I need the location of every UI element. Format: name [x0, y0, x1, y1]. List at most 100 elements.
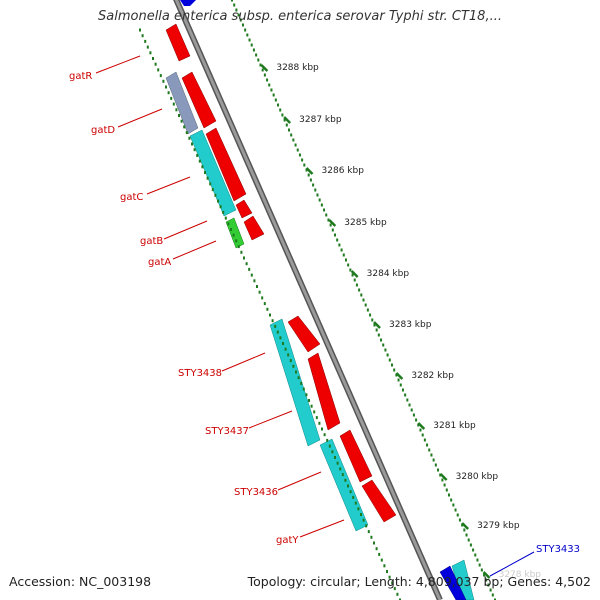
- axis-dot: [307, 173, 310, 177]
- gene-label-gatb[interactable]: gatB: [140, 236, 163, 247]
- axis-dot: [250, 43, 253, 47]
- axis-dot: [408, 403, 411, 407]
- axis-label: 3280 kbp: [456, 472, 499, 482]
- axis-dot: [478, 563, 481, 567]
- axis-dot: [463, 528, 466, 532]
- inner-dot: [193, 148, 196, 152]
- inner-dot: [352, 495, 355, 499]
- inner-dot: [198, 159, 201, 163]
- gene-label-gatd[interactable]: gatD: [91, 125, 115, 136]
- inner-dot: [323, 433, 326, 437]
- inner-dot: [185, 131, 188, 135]
- axis-dot: [261, 68, 264, 72]
- axis-dot: [480, 568, 483, 572]
- inner-dot: [386, 570, 388, 573]
- inner-dot: [183, 125, 186, 129]
- top-cut-forward-feature[interactable]: [180, 0, 196, 6]
- axis-dot: [412, 413, 415, 417]
- axis-dot: [287, 128, 290, 132]
- forward-cds-2[interactable]: [181, 71, 217, 129]
- inner-dot: [378, 552, 381, 556]
- inner-dot: [336, 461, 339, 465]
- gene-label-gaty[interactable]: gatY: [276, 535, 299, 546]
- axis-dot: [491, 593, 494, 597]
- axis-dot: [393, 368, 396, 372]
- forward-cds-4[interactable]: [235, 199, 253, 219]
- gene-label-gatc[interactable]: gatC: [120, 192, 143, 203]
- inner-dot: [201, 165, 204, 169]
- inner-dot: [214, 193, 217, 197]
- axis-label: 3284 kbp: [367, 269, 410, 279]
- axis-dot: [340, 248, 343, 252]
- inner-dot: [313, 410, 316, 414]
- forward-cds-1[interactable]: [165, 23, 191, 62]
- axis-dot: [294, 143, 297, 147]
- inner-dot: [399, 598, 401, 600]
- axis-dot: [244, 28, 247, 32]
- inner-dot: [326, 438, 329, 442]
- STY3433-feature[interactable]: [439, 565, 467, 600]
- axis-dot: [233, 3, 236, 7]
- inner-dot: [157, 68, 160, 72]
- axis-dot: [399, 383, 402, 387]
- axis-label: 3288 kbp: [276, 63, 319, 73]
- gatD-feature[interactable]: [165, 71, 199, 135]
- gene-label-gata[interactable]: gatA: [148, 257, 171, 268]
- inner-dot: [318, 421, 321, 425]
- gene-label-sty3436[interactable]: STY3436: [234, 487, 278, 498]
- forward-cds-8[interactable]: [339, 429, 373, 483]
- inner-dot: [295, 370, 297, 374]
- gene-leader-line: [489, 551, 535, 577]
- inner-dot: [159, 74, 162, 78]
- axis-dot: [419, 428, 422, 432]
- axis-major-tick: [461, 522, 470, 530]
- axis-dot: [237, 13, 240, 17]
- axis-dot: [292, 138, 295, 142]
- axis-dot: [467, 538, 470, 542]
- inner-dot: [196, 153, 199, 157]
- inner-dot: [269, 313, 271, 317]
- gene-leader-line: [299, 519, 345, 538]
- forward-cds-5[interactable]: [243, 215, 265, 241]
- forward-cds-6[interactable]: [287, 315, 321, 353]
- axis-dot: [257, 58, 260, 62]
- inner-dot: [271, 319, 274, 323]
- gene-label-sty3433[interactable]: STY3433: [536, 544, 580, 555]
- STY3438-feature[interactable]: [269, 318, 321, 447]
- inner-dot: [362, 518, 365, 522]
- axis-dot: [277, 103, 280, 107]
- axis-dot: [285, 123, 288, 127]
- axis-dot: [443, 483, 446, 487]
- gene-label-sty3437[interactable]: STY3437: [205, 426, 249, 437]
- inner-dot: [308, 399, 310, 402]
- inner-dot: [175, 108, 178, 112]
- axis-dot: [410, 408, 413, 412]
- backbone: [173, 0, 443, 600]
- axis-dot: [268, 83, 271, 87]
- axis-dot: [366, 308, 369, 312]
- inner-dotted-guide: [139, 28, 401, 600]
- inner-dot: [347, 484, 349, 488]
- axis-dot: [445, 488, 448, 492]
- inner-dot: [289, 359, 292, 363]
- forward-cds-9[interactable]: [361, 479, 397, 523]
- axis-dot: [441, 478, 444, 482]
- gene-label-sty3438[interactable]: STY3438: [178, 368, 222, 379]
- axis-major-tick: [283, 116, 292, 124]
- inner-dot: [367, 530, 370, 534]
- axis-label: 3281 kbp: [433, 421, 476, 431]
- forward-cds-3[interactable]: [205, 127, 247, 202]
- inner-dot: [300, 381, 303, 385]
- inner-dot: [331, 450, 334, 454]
- axis-major-tick: [482, 571, 491, 579]
- axis-dot: [281, 113, 284, 117]
- inner-dot: [149, 51, 152, 55]
- gene-label-gatr[interactable]: gatR: [69, 71, 92, 82]
- inner-dot: [354, 501, 357, 505]
- inner-dot: [292, 364, 295, 368]
- forward-cds-7[interactable]: [307, 352, 341, 431]
- gatB-feature[interactable]: [225, 217, 245, 249]
- inner-dot: [344, 478, 347, 482]
